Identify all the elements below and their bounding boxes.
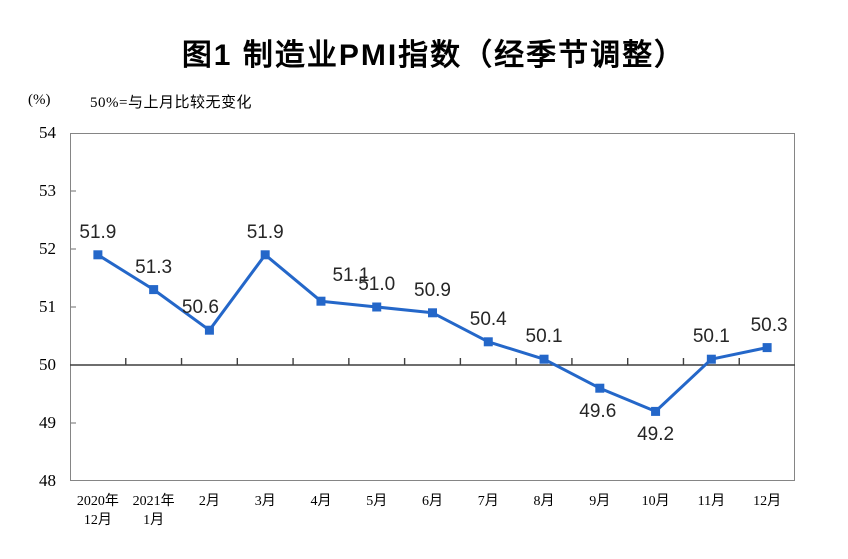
pmi-line-chart-svg bbox=[70, 190, 795, 424]
x-tick-label: 6月 bbox=[422, 494, 443, 509]
x-tick-label: 3月 bbox=[254, 494, 276, 509]
x-tick-label: 9月 bbox=[589, 494, 611, 509]
data-point-marker bbox=[428, 308, 437, 318]
x-tick-label: 7月 bbox=[477, 494, 499, 509]
y-tick-label: 48 bbox=[39, 471, 56, 490]
y-tick-label: 51 bbox=[39, 297, 56, 316]
data-point-marker bbox=[93, 250, 103, 260]
data-point-label: 50.4 bbox=[469, 308, 507, 330]
x-tick-label: 5月 bbox=[366, 494, 388, 509]
data-point-marker bbox=[706, 354, 716, 364]
y-tick-label: 54 bbox=[39, 123, 56, 142]
y-tick-label: 49 bbox=[39, 413, 56, 432]
reference-line-note: 50%=与上月比较无变化 bbox=[90, 95, 252, 111]
x-tick-label: 2月 bbox=[198, 494, 220, 509]
data-point-marker bbox=[539, 354, 549, 364]
x-tick-label: 10月 bbox=[641, 494, 670, 509]
data-point-label: 50.6 bbox=[181, 297, 219, 319]
x-tick-label: 8月 bbox=[533, 494, 555, 509]
y-tick-label: 52 bbox=[39, 239, 56, 258]
data-point-marker bbox=[260, 250, 270, 260]
y-tick-label: 50 bbox=[39, 355, 56, 374]
data-point-label: 50.9 bbox=[414, 279, 451, 301]
x-tick-label: 2020年 12月 bbox=[76, 494, 119, 528]
data-point-label: 50.1 bbox=[692, 326, 730, 348]
data-point-marker bbox=[149, 285, 159, 295]
data-point-marker bbox=[595, 383, 605, 393]
data-point-marker bbox=[762, 343, 772, 353]
data-point-label: 50.3 bbox=[750, 314, 788, 336]
data-point-marker bbox=[372, 302, 382, 312]
chart-title: 图1 制造业PMI指数（经季节调整） bbox=[181, 39, 687, 72]
x-tick-label: 4月 bbox=[310, 494, 332, 509]
data-point-marker bbox=[483, 337, 493, 347]
data-point-label: 51.9 bbox=[79, 221, 117, 243]
x-tick-label: 11月 bbox=[697, 494, 726, 509]
data-point-label: 49.2 bbox=[637, 424, 675, 446]
data-point-marker bbox=[651, 406, 661, 416]
data-point-label: 51.9 bbox=[246, 221, 284, 243]
y-tick-label: 53 bbox=[39, 181, 56, 200]
y-axis-unit-label: (%) bbox=[28, 92, 51, 108]
data-point-label: 51.1 bbox=[332, 265, 370, 287]
data-point-label: 49.6 bbox=[579, 401, 617, 423]
data-point-marker bbox=[204, 325, 214, 335]
pmi-series-line bbox=[97, 253, 768, 413]
data-point-marker bbox=[316, 296, 326, 306]
data-point-label: 50.1 bbox=[525, 326, 563, 348]
data-point-label: 51.0 bbox=[358, 274, 396, 295]
plot-frame bbox=[70, 133, 795, 481]
x-tick-label: 2021年 1月 bbox=[132, 494, 175, 528]
data-point-label: 51.3 bbox=[135, 256, 173, 278]
x-tick-label: 12月 bbox=[753, 494, 782, 509]
